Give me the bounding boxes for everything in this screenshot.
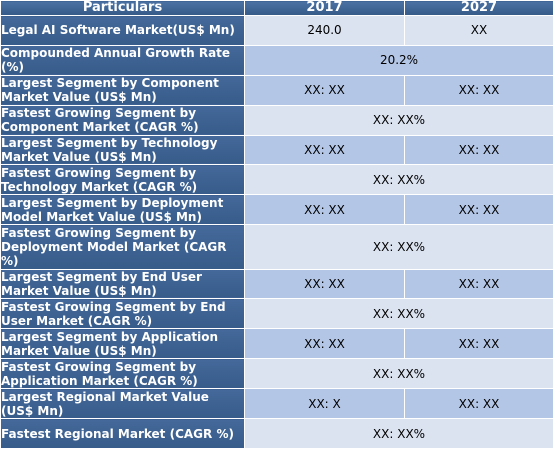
table-row: Largest Segment by Component Market Valu… [0, 74, 553, 106]
merged-value: XX: XX% [244, 224, 553, 270]
table-row: Fastest Growing Segment by Component Mar… [0, 104, 553, 136]
merged-value: 20.2% [244, 44, 553, 76]
value-2027: XX: XX [404, 328, 553, 360]
table-row: Fastest Growing Segment by Technology Ma… [0, 164, 553, 196]
table-row: Compounded Annual Growth Rate (%) 20.2% [0, 44, 553, 76]
value-2027: XX: XX [404, 134, 553, 166]
row-label: Fastest Growing Segment by Component Mar… [0, 104, 245, 136]
value-2017: XX: X [244, 388, 405, 420]
table-row: Largest Segment by End User Market Value… [0, 268, 553, 300]
row-label: Largest Segment by Application Market Va… [0, 328, 245, 360]
merged-value: XX: XX% [244, 298, 553, 330]
value-2017: XX: XX [244, 268, 405, 300]
table-row: Largest Segment by Deployment Model Mark… [0, 194, 553, 226]
row-label: Largest Segment by Component Market Valu… [0, 74, 245, 106]
table-row: Fastest Growing Segment by Application M… [0, 358, 553, 390]
value-2017: 240.0 [244, 15, 405, 46]
table-row: Legal AI Software Market(US$ Mn) 240.0 X… [0, 15, 553, 46]
table-row: Largest Segment by Application Market Va… [0, 328, 553, 360]
row-label: Fastest Growing Segment by Deployment Mo… [0, 224, 245, 270]
table-row: Fastest Growing Segment by End User Mark… [0, 298, 553, 330]
row-label: Fastest Growing Segment by Application M… [0, 358, 245, 390]
value-2027: XX: XX [404, 74, 553, 106]
merged-value: XX: XX% [244, 164, 553, 196]
row-label: Fastest Regional Market (CAGR %) [0, 418, 245, 449]
table-row: Largest Segment by Technology Market Val… [0, 134, 553, 166]
value-2017: XX: XX [244, 134, 405, 166]
row-label: Largest Segment by End User Market Value… [0, 268, 245, 300]
row-label: Largest Regional Market Value (US$ Mn) [0, 388, 245, 420]
value-2027: XX: XX [404, 194, 553, 226]
value-2017: XX: XX [244, 194, 405, 226]
value-2027: XX: XX [404, 388, 553, 420]
header-2017: 2017 [244, 0, 405, 16]
merged-value: XX: XX% [244, 104, 553, 136]
table-row: Fastest Growing Segment by Deployment Mo… [0, 224, 553, 270]
value-2017: XX: XX [244, 74, 405, 106]
row-label: Fastest Growing Segment by Technology Ma… [0, 164, 245, 196]
value-2027: XX [404, 15, 553, 46]
row-label: Largest Segment by Technology Market Val… [0, 134, 245, 166]
row-label: Fastest Growing Segment by End User Mark… [0, 298, 245, 330]
row-label: Legal AI Software Market(US$ Mn) [0, 15, 245, 46]
header-2027: 2027 [404, 0, 553, 16]
row-label: Compounded Annual Growth Rate (%) [0, 44, 245, 76]
table-row: Fastest Regional Market (CAGR %) XX: XX% [0, 418, 553, 449]
header-particulars: Particulars [0, 0, 245, 16]
value-2027: XX: XX [404, 268, 553, 300]
header-row: Particulars 2017 2027 [0, 0, 553, 16]
row-label: Largest Segment by Deployment Model Mark… [0, 194, 245, 226]
table-row: Largest Regional Market Value (US$ Mn) X… [0, 388, 553, 420]
merged-value: XX: XX% [244, 418, 553, 449]
value-2017: XX: XX [244, 328, 405, 360]
merged-value: XX: XX% [244, 358, 553, 390]
